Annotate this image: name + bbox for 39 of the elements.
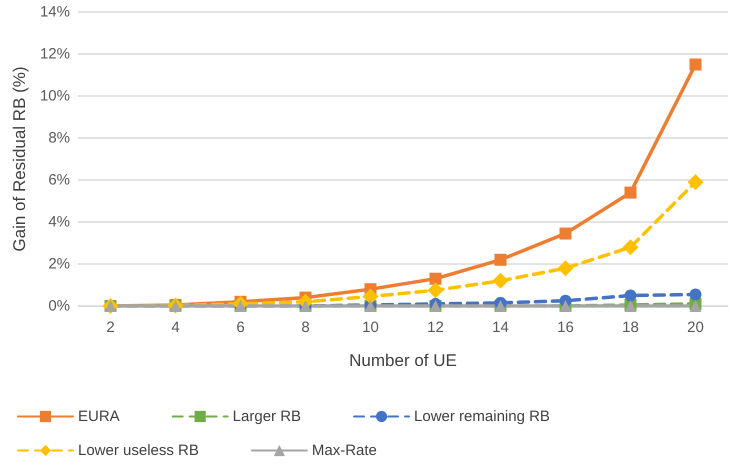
legend-label: Lower remaining RB (414, 408, 550, 425)
x-tick-label: 6 (236, 319, 245, 336)
y-tick-label: 12% (40, 46, 70, 62)
point (494, 254, 506, 266)
y-tick-label: 0% (48, 298, 70, 314)
y-tick-label: 8% (48, 130, 70, 146)
y-tick-label: 4% (48, 214, 70, 230)
x-tick-label: 12 (427, 319, 444, 336)
legend-label: Max-Rate (312, 442, 377, 459)
legend-label: Lower useless RB (78, 442, 199, 459)
point (362, 288, 378, 305)
point (624, 290, 636, 302)
y-tick-label: 6% (48, 172, 70, 188)
point (624, 186, 636, 199)
x-tick-label: 14 (492, 319, 509, 336)
point (492, 272, 508, 289)
x-tick-label: 18 (622, 319, 639, 336)
point (690, 288, 702, 300)
point (560, 228, 572, 240)
x-tick-label: 10 (362, 319, 379, 336)
point (430, 272, 442, 285)
y-tick-label: 2% (48, 256, 70, 272)
point (688, 174, 704, 190)
y-tick-label: 14% (40, 4, 70, 20)
x-tick-label: 4 (171, 319, 180, 336)
legend-label: EURA (78, 408, 120, 425)
x-tick-label: 2 (106, 319, 115, 336)
point (558, 260, 574, 276)
x-axis-title: Number of UE (349, 351, 457, 370)
point (690, 58, 702, 70)
y-axis-title: Gain of Residual RB (%) (10, 66, 29, 252)
point (690, 300, 702, 312)
legend-label: Larger RB (232, 408, 302, 425)
x-tick-label: 16 (557, 319, 574, 336)
x-tick-label: 8 (301, 319, 310, 336)
y-tick-label: 10% (40, 88, 70, 104)
point (622, 239, 638, 256)
point (428, 282, 444, 298)
x-tick-label: 20 (687, 319, 704, 336)
